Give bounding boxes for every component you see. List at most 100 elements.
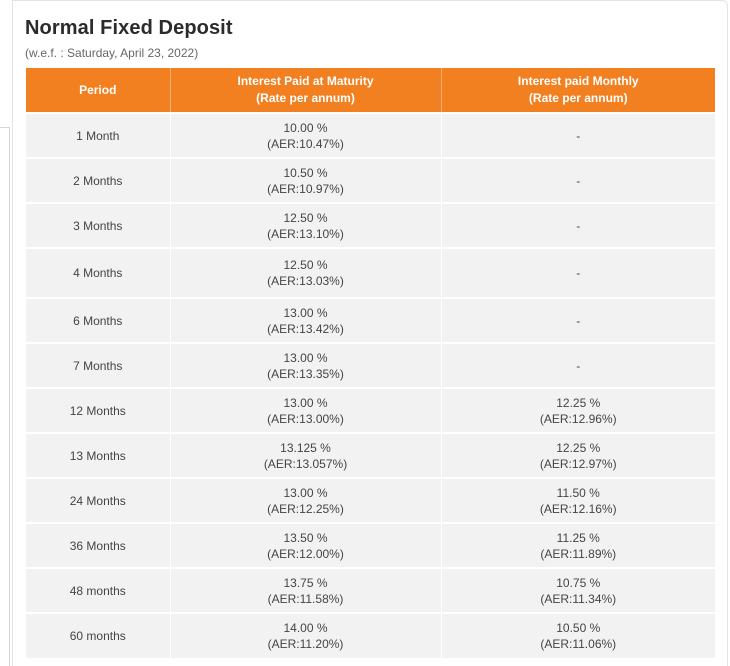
period-label: 48 months [69, 583, 126, 598]
monthly-rate-cell: - [441, 297, 715, 343]
period-label: 3 Months [73, 218, 123, 233]
table-row: 2 Months 10.50 % (AER:10.97%) - [26, 157, 715, 203]
maturity-aer: (AER:10.97%) [267, 181, 344, 196]
header-period: Period [26, 68, 171, 113]
period-cell: 2 Months [26, 157, 171, 203]
period-label: 24 Months [69, 493, 126, 508]
monthly-rate: 12.25 % [556, 440, 601, 455]
monthly-rate-cell: 10.50 % (AER:11.06%) [441, 612, 715, 658]
maturity-rate-cell: 13.00 % (AER:13.35%) [170, 342, 442, 388]
monthly-rate-cell: - [441, 342, 715, 388]
period-label: 36 Months [69, 538, 126, 553]
header-monthly-sublabel: (Rate per annum) [528, 91, 628, 105]
maturity-rate: 13.50 % [283, 530, 328, 545]
header-period-label: Period [79, 82, 117, 97]
monthly-rate: - [576, 128, 581, 143]
monthly-rate-cell: 11.50 % (AER:12.16%) [441, 477, 715, 523]
maturity-rate: 13.00 % [283, 350, 328, 365]
maturity-aer: (AER:10.47%) [267, 136, 344, 151]
monthly-rate-cell: - [441, 247, 715, 298]
period-label: 13 Months [69, 448, 126, 463]
period-cell: 7 Months [26, 342, 171, 388]
table-header-row: Period Interest Paid at Maturity (Rate p… [26, 68, 715, 113]
maturity-rate-cell: 12.50 % (AER:13.03%) [170, 247, 442, 298]
table-row: 1 Month 10.00 % (AER:10.47%) - [26, 112, 715, 158]
table-row: 6 Months 13.00 % (AER:13.42%) - [26, 297, 715, 343]
monthly-aer: (AER:12.96%) [539, 411, 617, 426]
maturity-rate-cell: 13.00 % (AER:13.00%) [170, 387, 442, 433]
monthly-rate: - [576, 358, 581, 373]
table-row: 36 Months 13.50 % (AER:12.00%) 11.25 % (AER:… [26, 522, 715, 568]
maturity-aer: (AER:12.00%) [267, 546, 344, 561]
period-cell: 4 Months [26, 247, 171, 298]
monthly-rate-cell: 11.25 % (AER:11.89%) [441, 522, 715, 568]
maturity-rate: 13.00 % [283, 305, 328, 320]
maturity-rate: 13.125 % [280, 440, 331, 455]
period-cell: 36 Months [26, 522, 171, 568]
monthly-rate: 11.50 % [556, 485, 600, 500]
period-label: 60 months [69, 629, 126, 643]
maturity-rate: 10.00 % [283, 120, 328, 135]
table-row: 4 Months 12.50 % (AER:13.03%) - [26, 247, 715, 298]
monthly-rate: - [576, 218, 581, 233]
monthly-aer: (AER:11.89%) [540, 546, 617, 561]
monthly-rate-cell: - [441, 157, 715, 203]
period-cell: 48 months [26, 567, 171, 613]
monthly-aer: (AER:11.06%) [540, 637, 617, 651]
table-row: 48 months 13.75 % (AER:11.58%) 10.75 % (AER:… [26, 567, 715, 613]
rates-table: Period Interest Paid at Maturity (Rate p… [26, 68, 715, 658]
table-row: 12 Months 13.00 % (AER:13.00%) 12.25 % (AER:… [26, 387, 715, 433]
period-label: 6 Months [73, 313, 123, 328]
maturity-rate: 10.50 % [283, 165, 328, 180]
fixed-deposit-card: Normal Fixed Deposit (w.e.f. : Saturday,… [12, 0, 728, 666]
monthly-rate-cell: - [441, 112, 715, 158]
maturity-aer: (AER:11.58%) [267, 591, 344, 606]
period-label: 1 Month [76, 128, 120, 143]
table-row: 13 Months 13.125 % (AER:13.057%) 12.25 % (AE… [26, 432, 715, 478]
maturity-rate-cell: 14.00 % (AER:11.20%) [170, 612, 442, 658]
maturity-rate: 13.00 % [283, 485, 328, 500]
monthly-rate: - [576, 313, 581, 328]
rates-table-body: 1 Month 10.00 % (AER:10.47%) - 2 Months 10.50… [26, 112, 715, 658]
header-monthly: Interest paid Monthly (Rate per annum) [441, 68, 715, 113]
period-cell: 6 Months [26, 297, 171, 343]
maturity-rate-cell: 10.00 % (AER:10.47%) [170, 112, 442, 158]
monthly-rate-cell: 10.75 % (AER:11.34%) [441, 567, 715, 613]
effective-date: (w.e.f. : Saturday, April 23, 2022) [25, 46, 199, 60]
period-cell: 1 Month [26, 112, 171, 158]
maturity-rate-cell: 13.75 % (AER:11.58%) [170, 567, 442, 613]
maturity-rate-cell: 13.125 % (AER:13.057%) [170, 432, 442, 478]
page-title: Normal Fixed Deposit [25, 17, 233, 39]
header-maturity-sublabel: (Rate per annum) [256, 91, 355, 105]
period-label: 12 Months [69, 403, 126, 418]
maturity-rate: 13.75 % [283, 575, 328, 590]
monthly-rate: - [576, 266, 581, 280]
monthly-rate: 12.25 % [556, 395, 601, 410]
maturity-aer: (AER:13.35%) [267, 366, 344, 381]
monthly-aer: (AER:12.16%) [539, 501, 617, 516]
period-cell: 12 Months [26, 387, 171, 433]
table-row: 24 Months 13.00 % (AER:12.25%) 11.50 % (AER:… [26, 477, 715, 523]
monthly-aer: (AER:12.97%) [539, 456, 617, 471]
maturity-rate-cell: 13.00 % (AER:13.42%) [170, 297, 442, 343]
maturity-rate-cell: 10.50 % (AER:10.97%) [170, 157, 442, 203]
period-label: 4 Months [73, 266, 123, 280]
maturity-aer: (AER:11.20%) [267, 637, 344, 651]
monthly-rate: - [576, 173, 581, 188]
monthly-rate: 10.50 % [556, 621, 601, 635]
maturity-aer: (AER:13.42%) [267, 321, 344, 336]
period-cell: 13 Months [26, 432, 171, 478]
maturity-rate-cell: 12.50 % (AER:13.10%) [170, 202, 442, 248]
header-monthly-label: Interest paid Monthly [517, 74, 639, 88]
monthly-rate-cell: - [441, 202, 715, 248]
maturity-rate: 12.50 % [283, 258, 328, 272]
maturity-aer: (AER:12.25%) [267, 501, 344, 516]
table-row: 60 months 14.00 % (AER:11.20%) 10.50 % (AER:… [26, 612, 715, 658]
monthly-rate: 11.25 % [556, 530, 600, 545]
period-label: 2 Months [73, 173, 123, 188]
left-panel-edge [0, 127, 10, 666]
maturity-aer: (AER:13.00%) [267, 411, 344, 426]
header-maturity-label: Interest Paid at Maturity [237, 74, 374, 88]
maturity-aer: (AER:13.03%) [267, 274, 344, 288]
period-cell: 3 Months [26, 202, 171, 248]
